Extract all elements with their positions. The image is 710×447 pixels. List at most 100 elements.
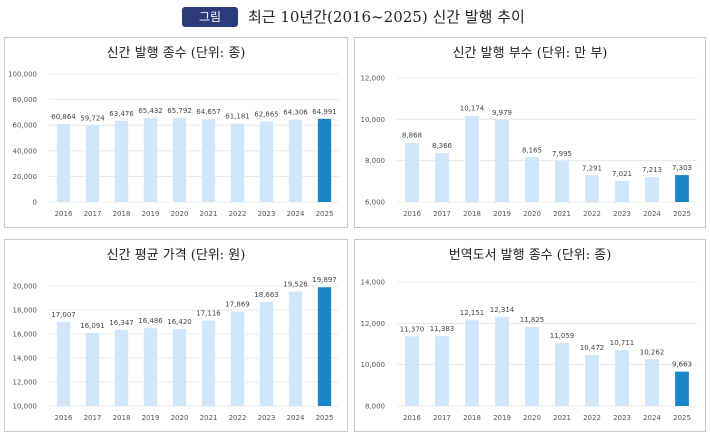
y-tick-label: 12,000	[361, 75, 386, 83]
y-tick-label: 10,000	[361, 116, 386, 124]
bar	[525, 157, 539, 202]
data-label: 19,897	[312, 276, 337, 284]
chart-title: 신간 평균 가격 (단위: 원)	[107, 248, 246, 263]
data-label: 10,711	[610, 339, 635, 347]
data-label: 11,383	[430, 325, 455, 333]
bar	[172, 117, 187, 202]
bar	[645, 359, 659, 406]
y-tick-label: 80,000	[13, 96, 38, 104]
bar	[585, 354, 599, 406]
y-tick-label: 40,000	[13, 147, 38, 155]
data-label: 17,007	[51, 311, 76, 319]
bar	[114, 120, 129, 202]
figure-badge: 그림	[182, 7, 238, 27]
x-tick-label: 2018	[113, 414, 131, 422]
x-tick-label: 2023	[613, 414, 631, 422]
data-label: 65,792	[167, 107, 192, 115]
chart-panel-new-titles: 신간 발행 종수 (단위: 종) 0 20,000 40,000 60,000 80,00…	[4, 37, 348, 228]
y-tick-label: 6,000	[365, 199, 385, 207]
y-tick-label: 100,000	[8, 71, 37, 79]
data-label: 17,116	[196, 310, 221, 318]
bar	[555, 342, 569, 406]
y-tick-label: 20,000	[13, 283, 38, 291]
data-label: 16,420	[167, 318, 192, 326]
bar	[230, 123, 245, 202]
data-label: 16,486	[138, 317, 163, 325]
bar	[465, 320, 479, 406]
bar	[143, 328, 158, 406]
x-tick-label: 2022	[583, 414, 601, 422]
data-label: 64,991	[312, 108, 337, 116]
data-label: 18,663	[254, 291, 279, 299]
x-tick-label: 2018	[113, 210, 131, 218]
data-label: 10,174	[460, 105, 485, 113]
data-label: 65,432	[138, 107, 163, 115]
figure-title: 최근 10년간(2016~2025) 신간 발행 추이	[248, 8, 525, 26]
y-tick-label: 10,000	[13, 403, 38, 411]
data-label: 8,165	[522, 146, 542, 154]
bar	[645, 176, 659, 202]
bar	[435, 153, 449, 202]
bar	[56, 124, 71, 202]
bar	[525, 326, 539, 406]
y-tick-label: 14,000	[13, 355, 38, 363]
bar	[465, 115, 479, 202]
bar	[317, 287, 332, 406]
chart-title: 신간 발행 부수 (단위: 만 부)	[453, 45, 608, 61]
y-tick-label: 16,000	[13, 331, 38, 339]
y-tick-label: 0	[33, 199, 37, 207]
y-tick-label: 8,000	[365, 403, 385, 411]
data-label: 11,370	[400, 325, 425, 333]
data-label: 7,995	[552, 150, 572, 158]
chart-panel-new-copies: 신간 발행 부수 (단위: 만 부) 6,000 8,000 10,000 12,000…	[354, 37, 706, 228]
x-tick-label: 2017	[433, 210, 451, 218]
bar	[288, 119, 303, 202]
bar	[201, 320, 216, 406]
chart-translated-titles: 번역도서 발행 종수 (단위: 종) 8,000 10,000 12,000 14,00…	[361, 247, 697, 422]
x-tick-label: 2022	[229, 210, 247, 218]
data-label: 7,291	[582, 164, 602, 172]
data-label: 7,303	[672, 164, 692, 172]
chart-title: 신간 발행 종수 (단위: 종)	[107, 45, 246, 61]
data-label: 61,181	[225, 113, 250, 121]
x-tick-label: 2023	[613, 210, 631, 218]
bar	[495, 316, 509, 406]
data-label: 63,476	[109, 110, 134, 118]
chart-average-price: 신간 평균 가격 (단위: 원) 10,000 12,000 14,000 16,000…	[13, 248, 339, 422]
bar	[288, 291, 303, 406]
bar	[495, 119, 509, 202]
y-tick-label: 10,000	[361, 361, 386, 369]
data-label: 7,021	[612, 170, 632, 178]
bar	[317, 118, 332, 202]
data-label: 9,979	[492, 109, 512, 117]
x-tick-label: 2021	[200, 414, 218, 422]
x-tick-label: 2021	[553, 210, 571, 218]
bar	[85, 332, 100, 406]
x-tick-label: 2025	[673, 414, 691, 422]
data-label: 62,865	[254, 111, 279, 119]
data-label: 60,864	[51, 113, 76, 121]
x-tick-label: 2024	[643, 210, 661, 218]
y-tick-label: 14,000	[361, 279, 386, 287]
x-tick-label: 2020	[171, 414, 189, 422]
data-label: 12,314	[490, 306, 515, 314]
data-label: 64,657	[196, 108, 221, 116]
x-tick-label: 2024	[287, 210, 305, 218]
x-tick-label: 2024	[287, 414, 305, 422]
x-tick-label: 2020	[523, 210, 541, 218]
bar	[259, 121, 274, 202]
x-tick-label: 2025	[316, 210, 334, 218]
data-label: 59,724	[80, 115, 105, 123]
x-tick-label: 2020	[523, 414, 541, 422]
bar	[114, 329, 129, 406]
x-tick-label: 2017	[84, 210, 102, 218]
data-label: 10,472	[580, 344, 605, 352]
x-tick-label: 2019	[142, 414, 160, 422]
x-tick-label: 2019	[493, 210, 511, 218]
bar	[585, 175, 599, 202]
x-tick-label: 2025	[673, 210, 691, 218]
y-tick-label: 8,000	[365, 157, 385, 165]
data-label: 16,347	[109, 319, 134, 327]
bar	[555, 160, 569, 202]
data-label: 8,868	[402, 132, 422, 140]
